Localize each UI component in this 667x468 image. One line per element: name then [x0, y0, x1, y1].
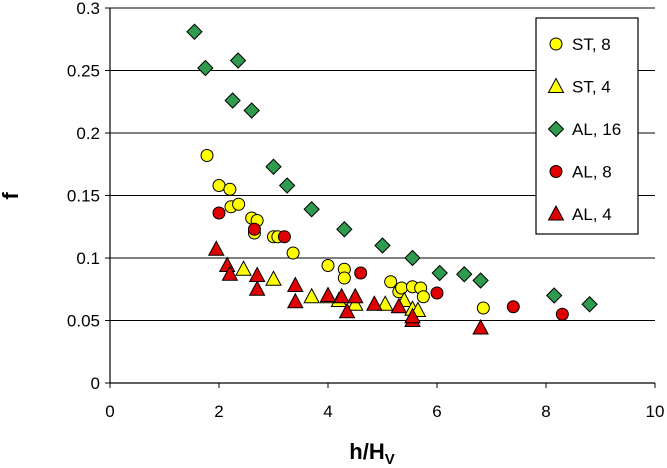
- data-point: [243, 102, 260, 119]
- y-tick-label: 0.25: [67, 62, 100, 81]
- data-point: [229, 52, 247, 69]
- data-point: [277, 230, 291, 244]
- data-point: [235, 260, 252, 276]
- legend-marker: [549, 37, 563, 51]
- data-point: [221, 265, 239, 281]
- y-tick-label: 0: [91, 374, 100, 393]
- data-point: [286, 276, 304, 292]
- data-point: [390, 297, 408, 314]
- data-point: [218, 256, 236, 272]
- legend-marker: [547, 77, 565, 93]
- data-point: [431, 264, 448, 282]
- data-point: [476, 301, 490, 315]
- data-point: [430, 286, 444, 300]
- data-point: [224, 92, 241, 109]
- data-point: [472, 318, 489, 335]
- data-point: [286, 292, 304, 309]
- legend-label: AL, 8: [572, 163, 612, 182]
- x-tick-label: 4: [323, 402, 332, 421]
- data-point: [265, 270, 282, 286]
- data-point: [207, 240, 225, 256]
- data-point: [456, 266, 473, 283]
- legend-label: AL, 16: [572, 120, 621, 139]
- data-point: [212, 206, 226, 220]
- data-point: [545, 287, 563, 304]
- data-point: [321, 259, 335, 272]
- y-tick-label: 0.15: [67, 187, 100, 206]
- x-tick-labels: 0 2 4 6 8 10: [105, 402, 664, 421]
- data-point: [265, 158, 282, 175]
- data-point: [365, 295, 383, 311]
- y-tick-label: 0.3: [76, 0, 100, 18]
- data-point: [472, 272, 489, 289]
- data-point: [186, 23, 203, 40]
- legend-label: ST, 8: [572, 35, 611, 54]
- legend-marker: [547, 204, 565, 221]
- legend-label: AL, 4: [572, 205, 612, 224]
- data-point: [319, 286, 337, 302]
- data-point: [506, 300, 520, 314]
- data-point: [555, 307, 569, 321]
- data-point: [197, 59, 214, 77]
- y-tick-labels: 0 0.05 0.1 0.15 0.2 0.25 0.3: [67, 0, 100, 393]
- data-point: [404, 249, 421, 267]
- data-points: [186, 23, 598, 335]
- data-point: [200, 149, 214, 162]
- x-axis-title-main: h/H: [349, 439, 384, 464]
- data-point: [333, 287, 350, 304]
- data-point: [346, 287, 364, 304]
- x-axis-title: h/HV: [349, 439, 394, 468]
- data-point: [395, 281, 409, 295]
- y-tick-label: 0.2: [76, 124, 100, 143]
- x-tick-label: 6: [432, 402, 441, 421]
- data-point: [376, 295, 394, 311]
- legend-marker: [547, 120, 565, 138]
- data-point: [404, 307, 421, 324]
- data-point: [384, 275, 398, 289]
- axes: [105, 7, 656, 388]
- y-axis-title: f: [0, 192, 23, 200]
- data-point: [303, 287, 320, 304]
- y-tick-label: 0.05: [67, 312, 100, 331]
- data-point: [248, 266, 266, 282]
- data-point: [374, 237, 391, 254]
- data-point: [223, 182, 237, 196]
- data-point: [581, 296, 598, 313]
- data-point: [286, 246, 300, 260]
- data-point: [232, 197, 246, 211]
- x-tick-label: 2: [214, 402, 223, 421]
- data-point: [336, 221, 353, 238]
- data-point: [354, 266, 368, 280]
- y-tick-label: 0.1: [76, 249, 100, 268]
- x-tick-label: 8: [541, 402, 550, 421]
- data-point: [278, 177, 296, 194]
- legend: ST, 8 ST, 4 AL, 16 AL, 8 AL, 4: [535, 17, 639, 235]
- data-point: [248, 280, 266, 296]
- data-point: [247, 222, 261, 236]
- data-point: [416, 290, 430, 304]
- legend-label: ST, 4: [572, 78, 611, 97]
- legend-marker: [549, 165, 563, 178]
- data-point: [212, 179, 226, 192]
- x-axis-title-subscript: V: [385, 451, 395, 468]
- data-point: [338, 302, 356, 319]
- x-tick-label: 0: [105, 402, 114, 421]
- data-point: [337, 271, 351, 285]
- x-tick-label: 10: [646, 402, 665, 421]
- data-point: [303, 201, 320, 218]
